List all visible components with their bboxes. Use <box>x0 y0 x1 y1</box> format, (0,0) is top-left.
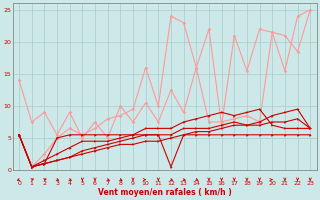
X-axis label: Vent moyen/en rafales ( km/h ): Vent moyen/en rafales ( km/h ) <box>98 188 231 197</box>
